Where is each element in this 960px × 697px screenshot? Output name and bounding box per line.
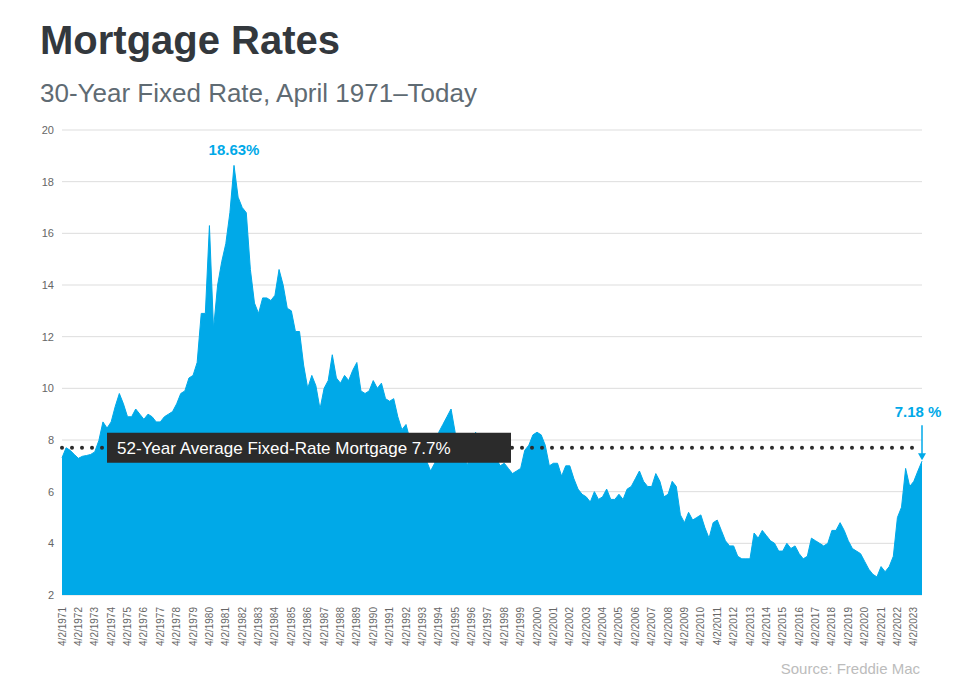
svg-text:4/2/2000: 4/2/2000	[532, 607, 543, 646]
svg-text:4/2/1988: 4/2/1988	[335, 607, 346, 646]
svg-text:4/2/1976: 4/2/1976	[138, 607, 149, 646]
svg-text:4/2/2004: 4/2/2004	[597, 607, 608, 646]
svg-text:10: 10	[42, 382, 54, 394]
svg-text:4/2/2012: 4/2/2012	[728, 607, 739, 646]
svg-text:4/2/1994: 4/2/1994	[433, 607, 444, 646]
svg-text:2: 2	[48, 589, 54, 601]
svg-text:4/2/1991: 4/2/1991	[384, 607, 395, 646]
svg-text:4/2/1984: 4/2/1984	[269, 607, 280, 646]
svg-text:6: 6	[48, 486, 54, 498]
svg-text:4/2/1973: 4/2/1973	[89, 607, 100, 646]
svg-text:16: 16	[42, 227, 54, 239]
svg-text:4/2/1981: 4/2/1981	[220, 607, 231, 646]
svg-text:4/2/2003: 4/2/2003	[581, 607, 592, 646]
svg-text:4/2/2019: 4/2/2019	[843, 607, 854, 646]
svg-text:4: 4	[48, 537, 54, 549]
svg-text:4/2/2006: 4/2/2006	[630, 607, 641, 646]
svg-text:4/2/2016: 4/2/2016	[794, 607, 805, 646]
svg-text:4/2/1987: 4/2/1987	[319, 607, 330, 646]
svg-text:4/2/1979: 4/2/1979	[188, 607, 199, 646]
svg-text:14: 14	[42, 279, 54, 291]
svg-text:4/2/1977: 4/2/1977	[155, 607, 166, 646]
svg-text:4/2/1986: 4/2/1986	[302, 607, 313, 646]
svg-text:4/2/1995: 4/2/1995	[450, 607, 461, 646]
svg-text:4/2/2011: 4/2/2011	[712, 607, 723, 646]
svg-text:4/2/1982: 4/2/1982	[237, 607, 248, 646]
svg-text:4/2/2005: 4/2/2005	[613, 607, 624, 646]
svg-text:4/2/2021: 4/2/2021	[876, 607, 887, 646]
svg-text:4/2/1999: 4/2/1999	[515, 607, 526, 646]
svg-text:4/2/1989: 4/2/1989	[351, 607, 362, 646]
svg-text:4/2/2018: 4/2/2018	[826, 607, 837, 646]
svg-text:4/2/1972: 4/2/1972	[73, 607, 84, 646]
svg-text:52-Year Average Fixed-Rate Mor: 52-Year Average Fixed-Rate Mortgage 7.7%	[117, 439, 451, 458]
html-text:Source: Freddie Mac: Source: Freddie Mac	[780, 660, 920, 677]
svg-text:4/2/2001: 4/2/2001	[548, 607, 559, 646]
svg-text:4/2/2009: 4/2/2009	[679, 607, 690, 646]
svg-text:4/2/1974: 4/2/1974	[106, 607, 117, 646]
svg-text:4/2/2023: 4/2/2023	[908, 607, 919, 646]
svg-text:4/2/2014: 4/2/2014	[761, 607, 772, 646]
svg-text:12: 12	[42, 331, 54, 343]
svg-text:4/2/2020: 4/2/2020	[859, 607, 870, 646]
svg-text:4/2/1992: 4/2/1992	[401, 607, 412, 646]
svg-text:4/2/1996: 4/2/1996	[466, 607, 477, 646]
svg-text:4/2/1990: 4/2/1990	[368, 607, 379, 646]
svg-text:7.18 %: 7.18 %	[895, 403, 942, 420]
svg-text:18.63%: 18.63%	[209, 141, 260, 158]
svg-text:4/2/2013: 4/2/2013	[745, 607, 756, 646]
html-text:30-Year Fixed Rate, April 1971: 30-Year Fixed Rate, April 1971–Today	[40, 78, 477, 108]
svg-text:4/2/1983: 4/2/1983	[253, 607, 264, 646]
svg-text:4/2/1980: 4/2/1980	[204, 607, 215, 646]
svg-text:8: 8	[48, 434, 54, 446]
svg-text:4/2/2015: 4/2/2015	[777, 607, 788, 646]
svg-text:4/2/1975: 4/2/1975	[122, 607, 133, 646]
html-text:Mortgage Rates: Mortgage Rates	[40, 18, 341, 62]
svg-text:4/2/2002: 4/2/2002	[564, 607, 575, 646]
svg-text:4/2/1993: 4/2/1993	[417, 607, 428, 646]
svg-text:4/2/1985: 4/2/1985	[286, 607, 297, 646]
svg-text:4/2/1997: 4/2/1997	[482, 607, 493, 646]
svg-text:4/2/2017: 4/2/2017	[810, 607, 821, 646]
svg-text:18: 18	[42, 176, 54, 188]
svg-text:4/2/2022: 4/2/2022	[892, 607, 903, 646]
svg-text:4/2/2007: 4/2/2007	[646, 607, 657, 646]
svg-text:4/2/1998: 4/2/1998	[499, 607, 510, 646]
svg-text:4/2/2010: 4/2/2010	[695, 607, 706, 646]
svg-text:20: 20	[42, 124, 54, 136]
svg-text:4/2/1978: 4/2/1978	[171, 607, 182, 646]
svg-text:4/2/1971: 4/2/1971	[57, 607, 68, 646]
svg-text:4/2/2008: 4/2/2008	[663, 607, 674, 646]
